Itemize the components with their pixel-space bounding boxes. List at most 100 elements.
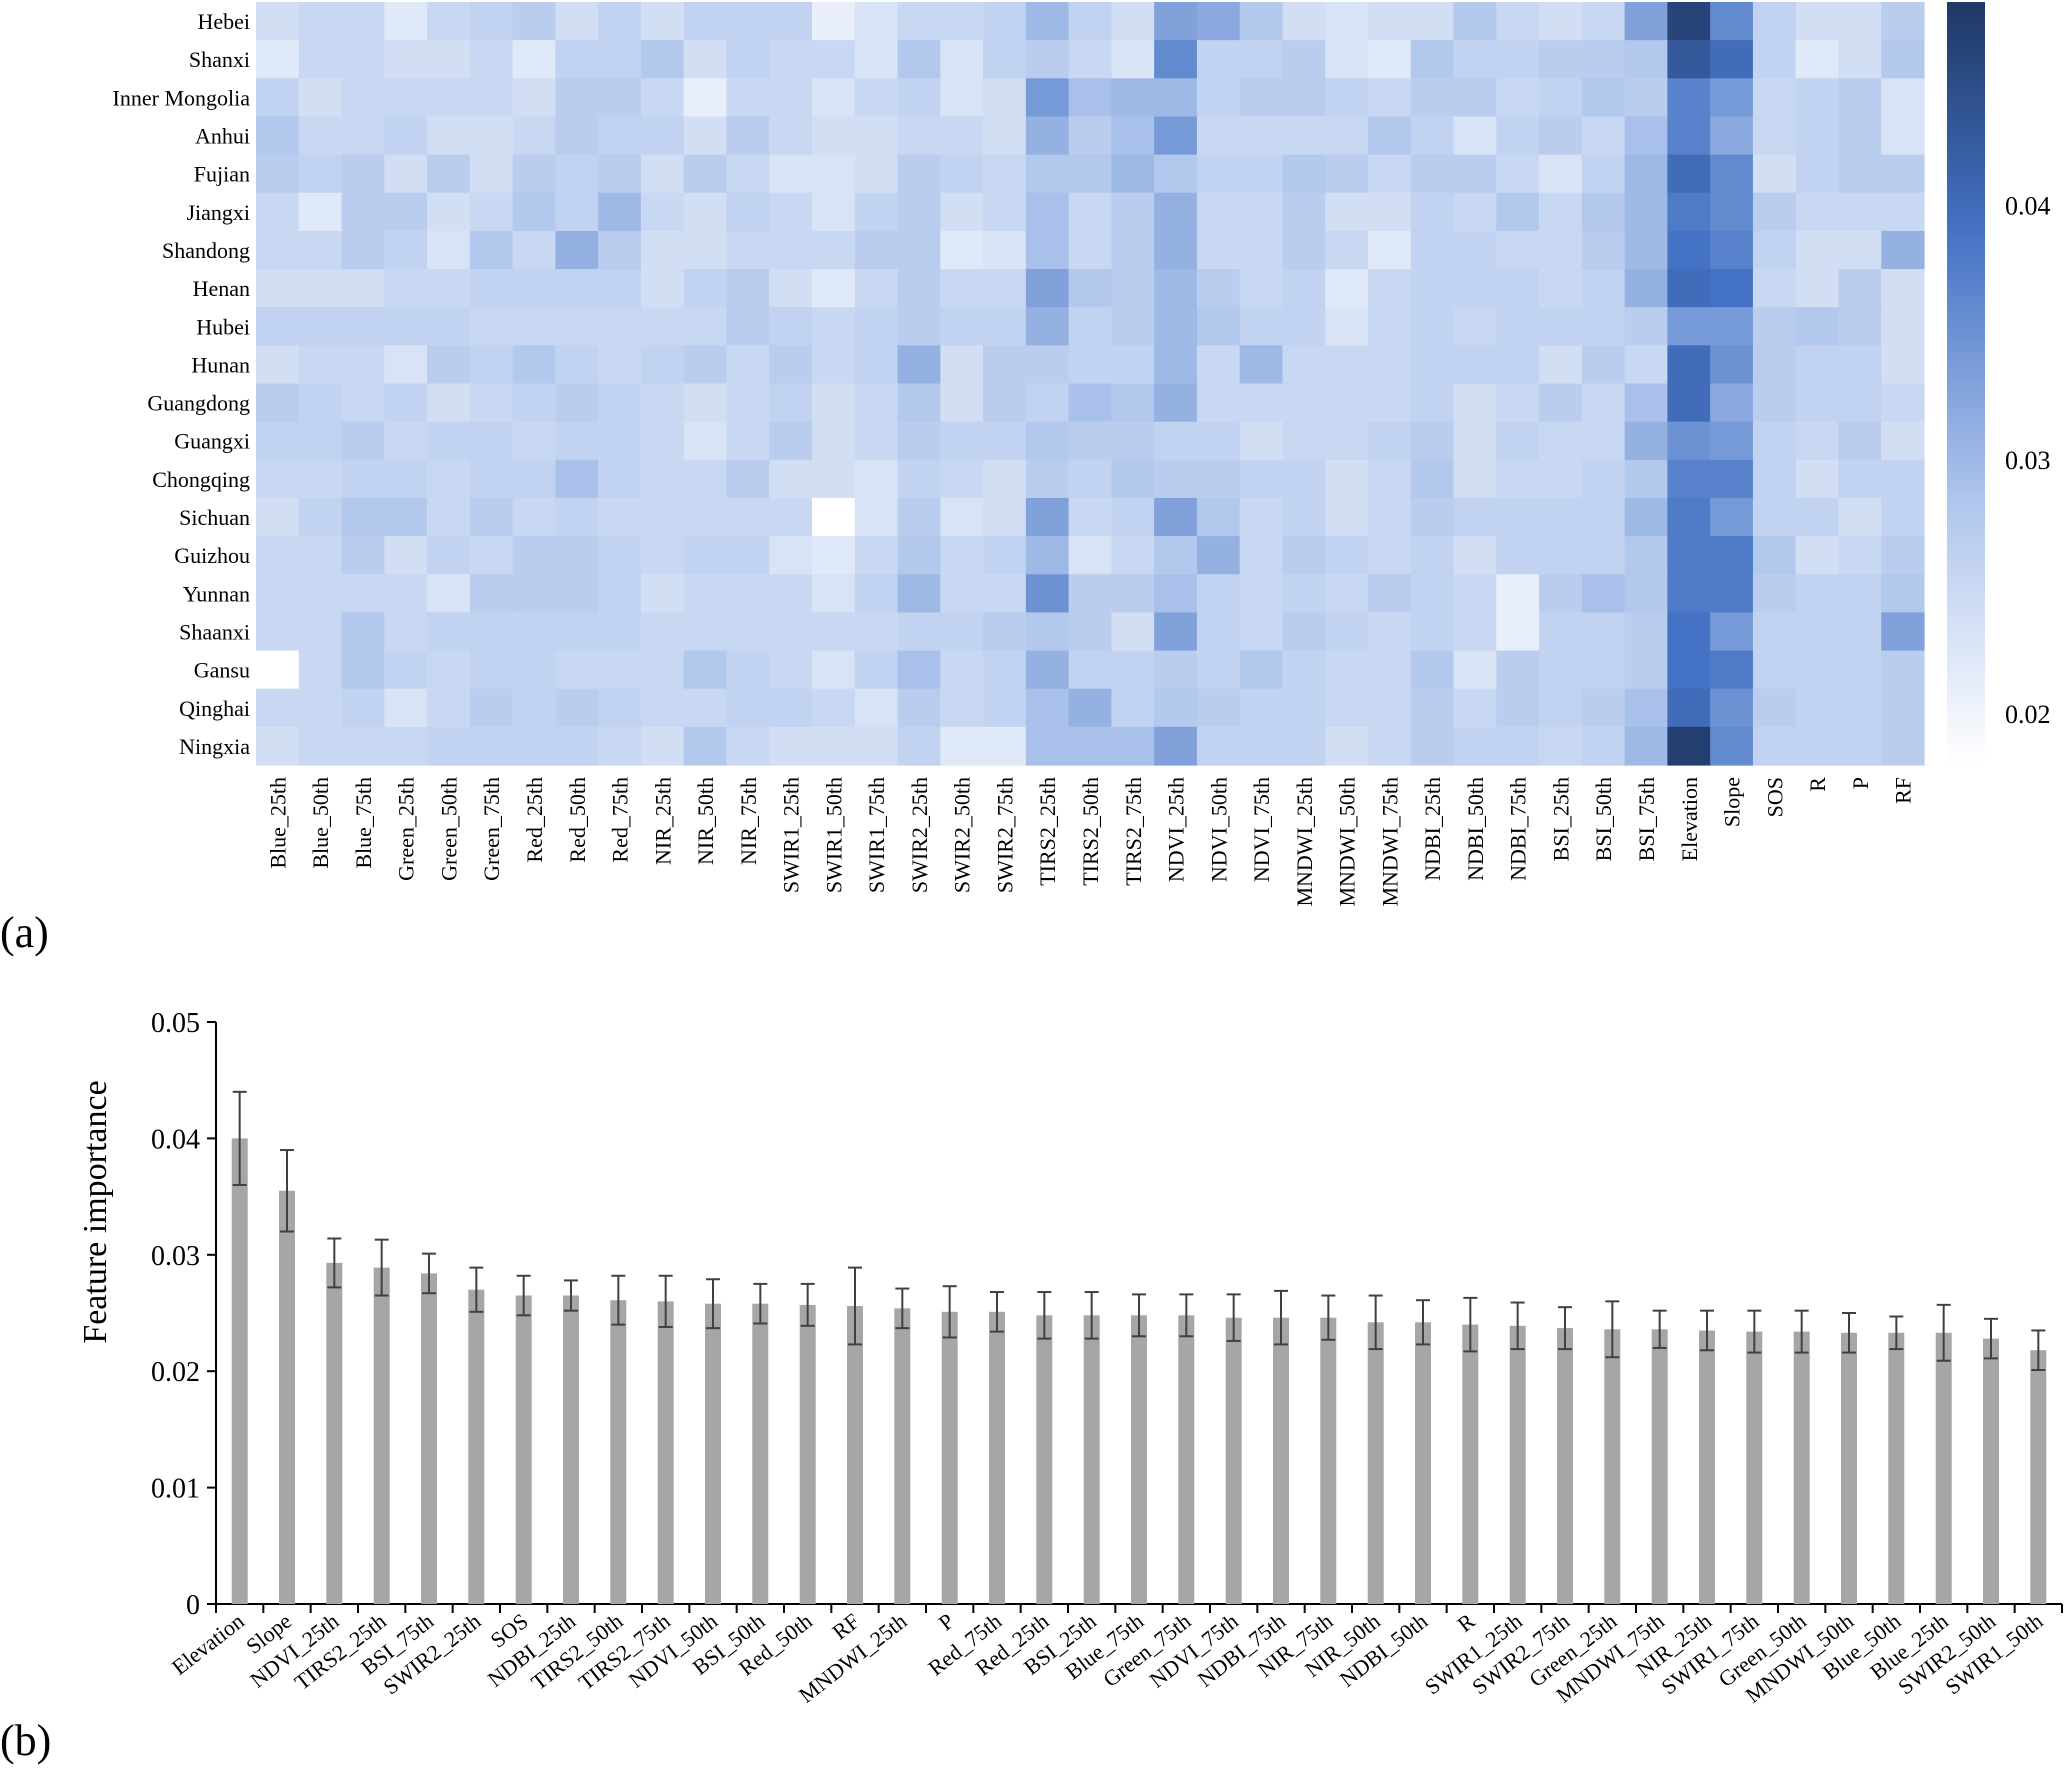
heatmap-cell (812, 345, 856, 385)
heatmap-cell (1196, 78, 1241, 118)
heatmap-cell (1325, 307, 1369, 346)
heatmap-column-label: MNDWI_75th (1377, 777, 1402, 907)
heatmap-column-label: Green_50th (437, 777, 462, 881)
heatmap-cell (1282, 269, 1326, 308)
heatmap-cell (341, 154, 385, 194)
heatmap-cell (1239, 192, 1284, 232)
heatmap-cell (1154, 383, 1198, 423)
heatmap-cell (726, 688, 770, 728)
heatmap-cell (341, 307, 385, 346)
heatmap-cell (256, 536, 300, 575)
heatmap-cell (683, 40, 728, 79)
heatmap-cell (1154, 726, 1198, 766)
heatmap-cell (384, 688, 428, 728)
heatmap-column-label: P (1848, 777, 1873, 789)
heatmap-cell (512, 574, 556, 613)
heatmap-cell (769, 116, 813, 156)
heatmap-cell (726, 726, 770, 766)
colorbar-tick-label: 0.02 (2005, 700, 2051, 729)
heatmap-cell (555, 269, 599, 308)
heatmap-cell (1282, 192, 1326, 232)
heatmap-column-label: TIRS2_25th (1035, 777, 1060, 886)
heatmap-cell (1325, 230, 1369, 270)
heatmap-cell (598, 421, 642, 461)
heatmap-column-label: NDBI_50th (1463, 777, 1488, 881)
heatmap-row-label: Guangxi (174, 429, 250, 454)
heatmap-cell (1325, 726, 1369, 766)
heatmap-cell (812, 421, 856, 461)
heatmap-cell (1539, 2, 1583, 41)
heatmap-cell (1795, 574, 1840, 613)
heatmap-cell (1025, 40, 1070, 79)
heatmap-cell (512, 116, 556, 156)
heatmap-cell (1581, 154, 1626, 194)
heatmap-cell (1881, 383, 1925, 423)
heatmap-cell (683, 154, 728, 194)
heatmap-cell (1368, 497, 1412, 537)
heatmap-cell (1025, 78, 1070, 118)
heatmap-cell (1667, 383, 1711, 423)
heatmap-cell (897, 78, 941, 118)
heatmap-cell (983, 536, 1027, 575)
heatmap-cell (640, 421, 685, 461)
heatmap-cell (769, 154, 813, 194)
heatmap-cell (726, 650, 770, 690)
heatmap-cell (940, 421, 984, 461)
heatmap-cell (598, 78, 642, 118)
heatmap-cell (1539, 345, 1583, 385)
heatmap-cell (769, 497, 813, 537)
heatmap-cell (384, 383, 428, 423)
heatmap-cell (298, 650, 343, 690)
heatmap-cell (469, 116, 514, 156)
heatmap-cell (469, 497, 514, 537)
heatmap-column-label: SWIR1_25th (779, 777, 804, 893)
heatmap-column-label: SWIR1_75th (864, 777, 889, 893)
heatmap-cell (1624, 307, 1668, 346)
heatmap-cell (1795, 726, 1840, 766)
heatmap-cell (1795, 383, 1840, 423)
heatmap-cell (1196, 116, 1241, 156)
bar (847, 1306, 863, 1604)
heatmap-cell (555, 497, 599, 537)
bar-chart-x-labels: ElevationSlopeNDVI_25thTIRS2_25thBSI_75t… (167, 1608, 2047, 1708)
heatmap-cell (1368, 688, 1412, 728)
heatmap-cell (1196, 269, 1241, 308)
heatmap-cell (640, 726, 685, 766)
bar (563, 1295, 579, 1604)
heatmap-cell (683, 421, 728, 461)
heatmap-cell (256, 230, 300, 270)
heatmap-cell (726, 230, 770, 270)
heatmap-cell (1496, 497, 1540, 537)
heatmap-column-label: TIRS2_75th (1121, 777, 1146, 886)
heatmap-cell (1196, 726, 1241, 766)
heatmap-cell (726, 612, 770, 652)
heatmap-cell (1881, 154, 1925, 194)
heatmap-cell (1795, 459, 1840, 499)
heatmap-cell (1196, 307, 1241, 346)
bar (752, 1303, 769, 1604)
heatmap-column-label: Blue_50th (308, 777, 333, 869)
heatmap-cell (1025, 421, 1070, 461)
heatmap-cell (341, 497, 385, 537)
heatmap-cell (469, 688, 514, 728)
heatmap-cell (1838, 192, 1882, 232)
heatmap-cell (555, 612, 599, 652)
heatmap-cell (1624, 230, 1668, 270)
heatmap-cell (1453, 574, 1497, 613)
heatmap-cell (427, 688, 471, 728)
heatmap-cell (298, 78, 343, 118)
heatmap-cell (1581, 536, 1626, 575)
heatmap-cell (1068, 40, 1112, 79)
heatmap-cell (1368, 116, 1412, 156)
heatmap-cell (1410, 459, 1455, 499)
heatmap-cell (1068, 421, 1112, 461)
heatmap-cell (598, 154, 642, 194)
heatmap-cell (469, 383, 514, 423)
bar (1320, 1317, 1337, 1604)
heatmap-cell (1154, 2, 1198, 41)
heatmap-cell (1111, 459, 1155, 499)
heatmap-row-label: Ningxia (179, 734, 250, 759)
heatmap-cell (1282, 307, 1326, 346)
heatmap-row-label: Fujian (194, 162, 250, 187)
heatmap-cell (512, 497, 556, 537)
